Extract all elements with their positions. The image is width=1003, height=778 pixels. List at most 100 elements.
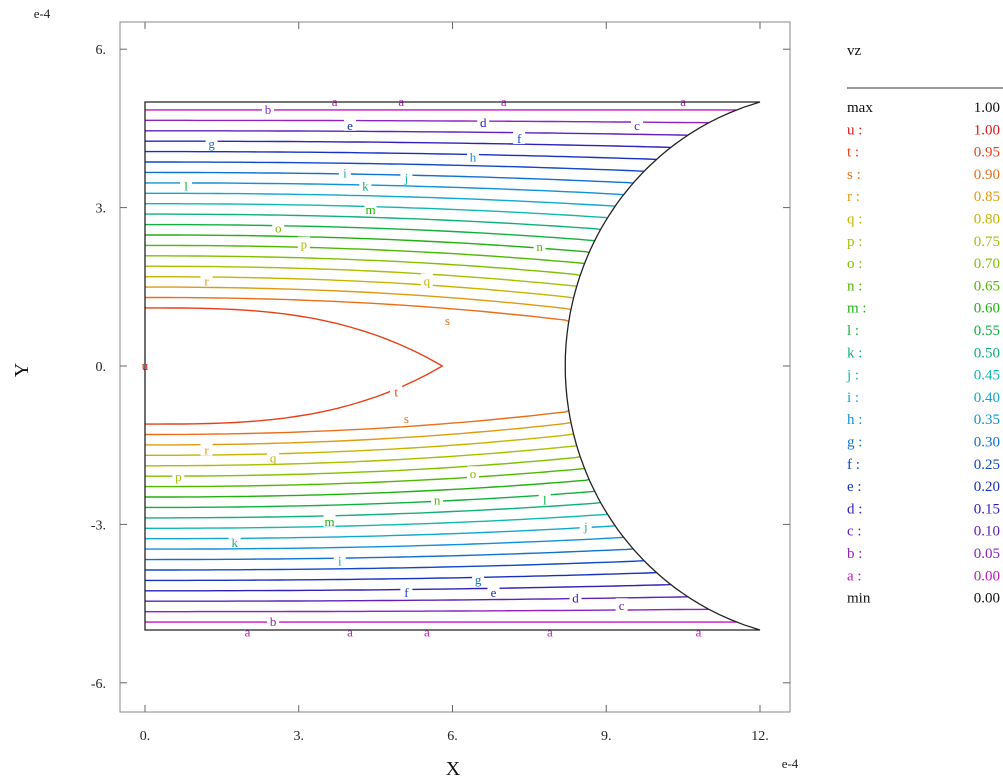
contour-letter-d: d	[480, 115, 487, 130]
legend-value-t: 0.95	[974, 145, 1000, 161]
legend-key-j: j :	[846, 368, 859, 384]
y-tick-label: -6.	[91, 677, 106, 692]
domain-boundary	[144, 101, 761, 631]
contour-letter-m: m	[365, 202, 375, 217]
contour-label-bg	[200, 442, 213, 456]
x-tick-label: 6.	[447, 729, 458, 744]
contour-label-bg	[390, 384, 403, 398]
legend-key-r: r :	[847, 189, 860, 205]
contour-label-bg	[364, 202, 377, 216]
legend-max-label: max	[847, 100, 873, 116]
contour-letter-m: m	[324, 514, 334, 529]
plot-frame	[119, 21, 791, 713]
axes: 0. 3. 6. 9. 12. 6. 3. 0. -3. -6. X Ye-4 e-4	[11, 6, 799, 778]
contour-letter-f: f	[404, 585, 409, 600]
legend-value-e: 0.20	[974, 479, 1000, 495]
legend-key-b: b :	[847, 546, 862, 562]
contour-letter-n: n	[536, 239, 543, 254]
contour-q	[145, 276, 574, 456]
contour-letter-a: a	[245, 625, 251, 640]
legend-value-g: 0.30	[974, 435, 1000, 451]
legend-value-q: 0.80	[974, 212, 1000, 228]
contour-label-bg	[400, 585, 413, 599]
contour-letter-s: s	[404, 411, 409, 426]
legend-key-q: q :	[847, 212, 862, 228]
legend-value-a: 0.00	[974, 568, 1000, 584]
contour-f	[145, 161, 645, 571]
contour-letter-r: r	[204, 274, 209, 289]
contour-label-bg	[395, 94, 408, 107]
contour-h	[145, 182, 624, 550]
x-exponent-label: e-4	[782, 756, 799, 771]
contour-label-bg	[615, 598, 628, 612]
contour-lines	[144, 109, 737, 623]
legend-key-s: s :	[847, 167, 861, 183]
contour-letter-f: f	[517, 131, 522, 146]
domain-outline	[144, 101, 761, 631]
legend-key-e: e :	[847, 479, 862, 495]
contour-label-bg	[344, 624, 356, 638]
legend-value-d: 0.15	[974, 501, 1000, 517]
contour-letter-a: a	[347, 625, 353, 640]
contour-label-bg	[267, 450, 280, 464]
contour-label-bg	[400, 170, 413, 184]
contour-p	[145, 265, 578, 467]
legend-title: vz	[847, 43, 862, 59]
contour-letter-l: l	[184, 178, 188, 193]
contour-label-bg	[487, 585, 500, 599]
contour-label-bg	[323, 513, 336, 527]
contour-label-bg	[677, 94, 690, 107]
contour-letter-h: h	[470, 149, 477, 164]
contour-letter-o: o	[275, 221, 282, 236]
contour-letter-d: d	[572, 590, 579, 605]
contour-label-bg	[467, 466, 479, 480]
contour-label-bg	[533, 239, 546, 253]
legend-key-l: l :	[847, 323, 859, 339]
contour-letter-p: p	[301, 237, 308, 252]
legend-value-i: 0.40	[974, 390, 1000, 406]
contour-t	[144, 307, 444, 425]
legend-value-p: 0.75	[974, 234, 1000, 250]
legend-key-k: k :	[847, 345, 862, 361]
contour-letter-a: a	[424, 625, 430, 640]
contour-label-bg	[420, 624, 433, 638]
contour-letter-a: a	[696, 625, 702, 640]
contour-label-bg	[338, 165, 351, 179]
contour-m	[145, 234, 590, 498]
contour-label-bg	[262, 101, 274, 115]
contour-letter-q: q	[270, 450, 277, 465]
contour-label-bg	[205, 136, 218, 150]
contour-label-bg	[359, 178, 372, 192]
contour-label-bg	[333, 553, 346, 567]
x-axis-title: X	[446, 758, 461, 778]
x-tick-label: 3.	[294, 729, 305, 744]
y-tick-label: 6.	[96, 43, 107, 58]
contour-label-bg	[228, 534, 241, 548]
legend-value-u: 1.00	[974, 122, 1000, 138]
contour-label-bg	[631, 117, 643, 131]
contour-label-bg	[267, 614, 280, 628]
legend-value-o: 0.70	[974, 256, 1000, 272]
contour-letter-g: g	[475, 572, 482, 587]
contour-letter-c: c	[634, 118, 640, 133]
legend-key-m: m :	[847, 301, 867, 317]
contour-label-bg	[272, 220, 285, 234]
legend-min-value: 0.00	[974, 591, 1000, 607]
contour-letter-c: c	[619, 598, 625, 613]
contour-label-bg	[543, 624, 556, 638]
legend-value-r: 0.85	[974, 189, 1000, 205]
contour-letter-i: i	[343, 165, 347, 180]
legend-value-h: 0.35	[974, 412, 1000, 428]
contour-d	[145, 140, 671, 592]
legend-value-b: 0.05	[974, 546, 1000, 562]
contour-letter-l: l	[543, 493, 547, 508]
contour-letter-q: q	[424, 274, 431, 289]
legend-key-g: g :	[847, 435, 862, 451]
contour-label-bg	[513, 130, 526, 144]
contour-letter-r: r	[204, 442, 209, 457]
contour-letter-b: b	[265, 102, 272, 117]
contour-letter-e: e	[491, 585, 497, 600]
legend-value-m: 0.60	[974, 301, 1000, 317]
contour-o	[145, 255, 581, 477]
